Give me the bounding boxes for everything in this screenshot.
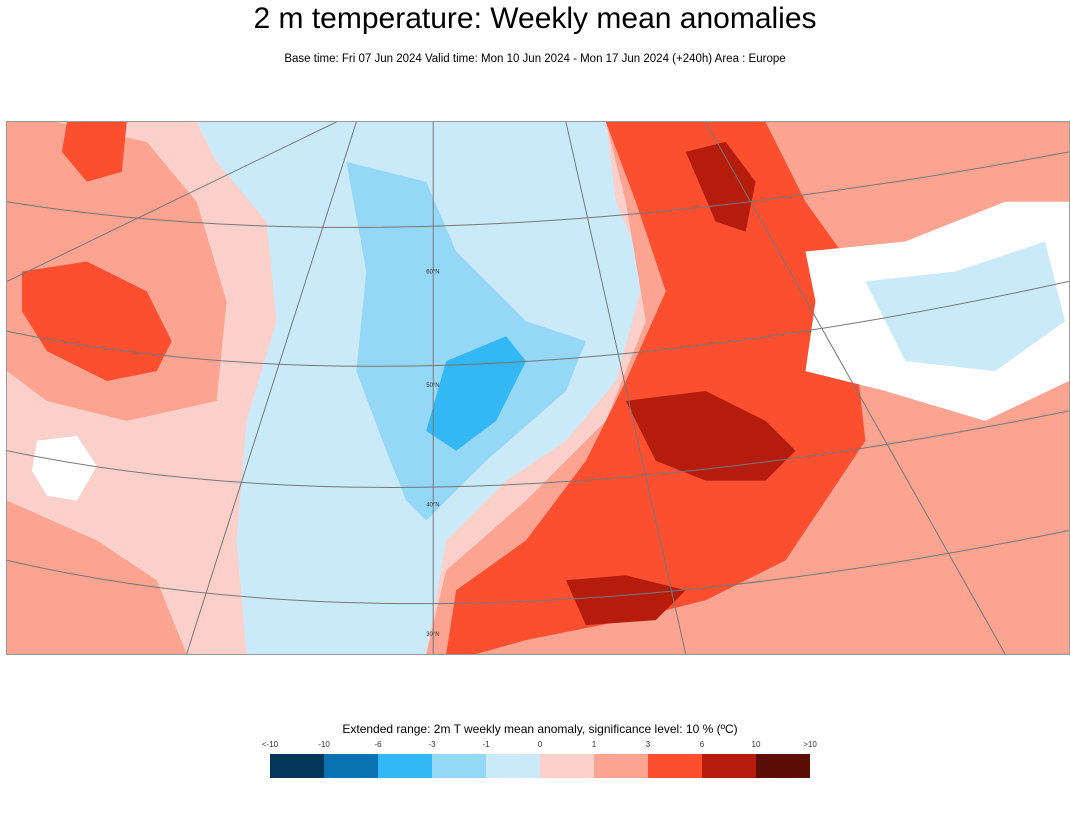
anomaly-region-positive-6c: [565, 575, 686, 626]
legend-tick: 10: [751, 740, 761, 749]
legend-tick: -10: [318, 740, 330, 749]
legend-tick: -3: [428, 740, 436, 749]
page-title: 2 m temperature: Weekly mean anomalies: [253, 2, 817, 35]
legend-tick: 0: [537, 740, 543, 749]
legend-tick: >10: [803, 740, 817, 749]
legend-swatch: [594, 754, 648, 778]
legend-swatch: [270, 754, 324, 778]
anomaly-region-negative-east-1: [865, 241, 1066, 372]
legend-swatch: [378, 754, 432, 778]
legend-colorbar: [270, 754, 810, 778]
legend-tick: -1: [482, 740, 490, 749]
anomaly-region-positive-6a: [685, 141, 756, 232]
lat-label: 50°N: [426, 383, 439, 389]
anomaly-region-positive-1b: [7, 500, 187, 654]
legend-swatch: [648, 754, 702, 778]
lat-label: 40°N: [426, 503, 439, 509]
legend-swatch: [486, 754, 540, 778]
anomaly-region-positive-6b: [625, 390, 796, 481]
legend-tick: 1: [591, 740, 597, 749]
anomaly-region-neutral-island: [31, 435, 97, 501]
anomaly-region-positive-3a: [21, 261, 172, 382]
legend-tick: 3: [645, 740, 651, 749]
legend-swatch: [540, 754, 594, 778]
anomaly-region-positive-3b: [61, 122, 127, 182]
legend-tick: <-10: [261, 740, 279, 749]
page-subtitle: Base time: Fri 07 Jun 2024 Valid time: M…: [284, 53, 786, 65]
legend-swatch: [702, 754, 756, 778]
legend-title: Extended range: 2m T weekly mean anomaly…: [342, 722, 738, 736]
lat-label: 60°N: [426, 269, 439, 275]
legend-swatch: [756, 754, 810, 778]
legend-swatch: [324, 754, 378, 778]
graticule: [7, 122, 1069, 654]
anomaly-map: 60°N 50°N 40°N 30°N: [6, 121, 1070, 655]
anomaly-region-negative-3: [346, 161, 586, 521]
legend-tick: 6: [699, 740, 705, 749]
legend-swatch: [432, 754, 486, 778]
legend-tick: -6: [374, 740, 382, 749]
anomaly-region-positive-east-3: [446, 122, 866, 654]
lat-label: 30°N: [426, 632, 439, 638]
